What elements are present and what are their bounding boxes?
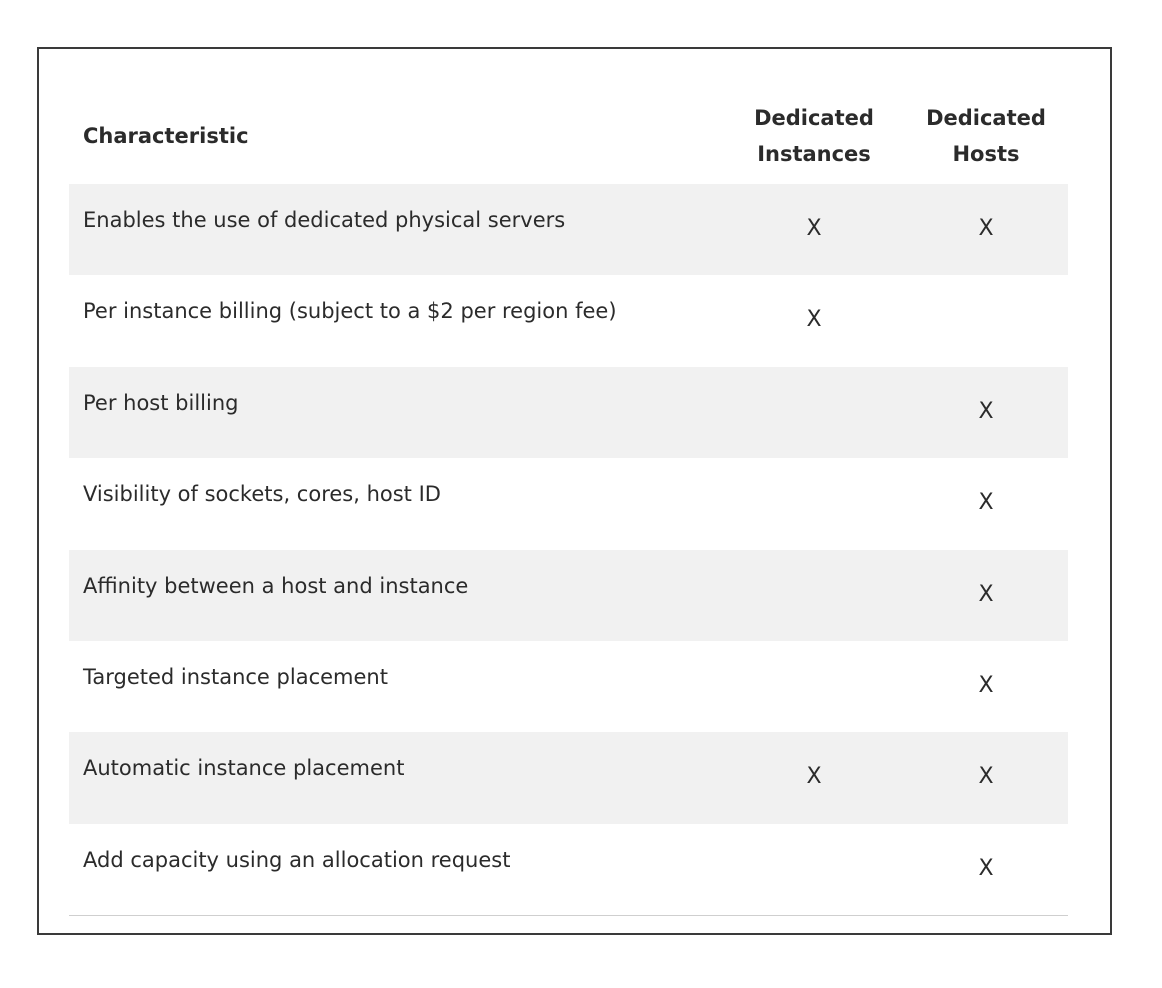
header-dedicated-hosts: Dedicated Hosts <box>926 106 1046 166</box>
row-hosts-mark: X <box>978 398 994 424</box>
row-hosts-mark <box>904 275 1068 366</box>
comparison-frame: Characteristic Dedicated Instances Dedic… <box>37 47 1112 935</box>
table-header: Characteristic Dedicated Instances Dedic… <box>69 88 1068 184</box>
row-characteristic: Per instance billing (subject to a $2 pe… <box>83 299 617 324</box>
row-instances-mark <box>724 824 904 915</box>
row-hosts-mark: X <box>978 855 994 881</box>
row-characteristic: Visibility of sockets, cores, host ID <box>83 482 441 507</box>
row-characteristic: Automatic instance placement <box>83 756 405 781</box>
row-characteristic: Add capacity using an allocation request <box>83 847 511 872</box>
row-characteristic: Per host billing <box>83 390 239 415</box>
row-characteristic: Enables the use of dedicated physical se… <box>83 208 566 232</box>
row-instances-mark <box>724 458 904 549</box>
table-row: Per host billing X <box>69 366 1068 459</box>
row-instances-mark <box>724 550 904 641</box>
table-row: Affinity between a host and instance X <box>69 549 1068 641</box>
header-characteristic: Characteristic <box>83 124 249 148</box>
table-row: Visibility of sockets, cores, host ID X <box>69 458 1068 549</box>
row-instances-mark <box>724 367 904 458</box>
row-characteristic: Targeted instance placement <box>83 664 388 689</box>
header-dedicated-instances: Dedicated Instances <box>754 106 874 166</box>
table-row: Automatic instance placement X X <box>69 732 1068 824</box>
row-hosts-mark: X <box>978 764 994 790</box>
row-hosts-mark: X <box>978 216 994 241</box>
row-instances-mark <box>724 641 904 732</box>
table-bottom-divider <box>69 915 1068 917</box>
row-hosts-mark: X <box>978 581 994 607</box>
table-row: Per instance billing (subject to a $2 pe… <box>69 275 1068 366</box>
table-row: Targeted instance placement X <box>69 641 1068 732</box>
comparison-table: Characteristic Dedicated Instances Dedic… <box>69 88 1068 917</box>
row-hosts-mark: X <box>978 490 994 516</box>
row-instances-mark: X <box>806 307 822 333</box>
table-row: Add capacity using an allocation request… <box>69 824 1068 915</box>
row-hosts-mark: X <box>978 672 994 698</box>
row-instances-mark: X <box>806 764 822 790</box>
table-row: Enables the use of dedicated physical se… <box>69 184 1068 276</box>
row-instances-mark: X <box>806 216 822 241</box>
row-characteristic: Affinity between a host and instance <box>83 573 469 598</box>
